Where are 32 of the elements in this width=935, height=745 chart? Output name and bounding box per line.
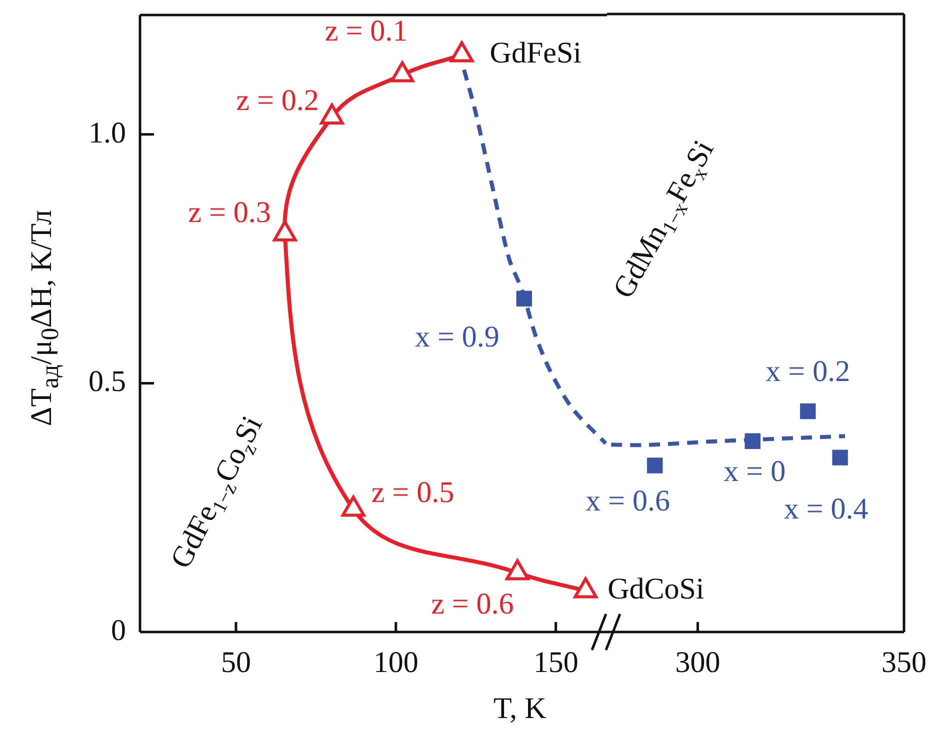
point xyxy=(341,496,366,517)
annotation: z = 0.2 xyxy=(236,84,319,117)
x-axis-title: T, K xyxy=(494,692,546,726)
point xyxy=(832,450,848,466)
x-tick-label: 50 xyxy=(220,646,251,679)
point xyxy=(574,577,598,598)
y-tick-label: 0 xyxy=(111,614,126,647)
point xyxy=(646,458,663,474)
annotation: GdFeSi xyxy=(490,36,582,70)
annotation: z = 0.5 xyxy=(371,476,454,509)
annotation: z = 0.1 xyxy=(324,14,408,48)
x-tick-label: 150 xyxy=(533,646,578,679)
annotation: x = 0 xyxy=(724,454,786,488)
annotation: x = 0.6 xyxy=(586,484,670,518)
text: GdFe1−zCozSi xyxy=(164,410,269,574)
annotation: z = 0.3 xyxy=(188,196,271,229)
point xyxy=(320,104,344,125)
annotation: z = 0.6 xyxy=(431,588,514,621)
x-tick-label: 300 xyxy=(675,646,720,679)
point xyxy=(506,559,530,580)
annotation: x = 0.2 xyxy=(766,355,850,388)
x-tick-label: 350 xyxy=(882,646,926,679)
point xyxy=(273,220,297,242)
y-tick-label: 1.0 xyxy=(88,116,126,150)
point xyxy=(390,61,414,82)
annotation: GdCoSi xyxy=(608,572,704,606)
point xyxy=(450,41,474,62)
y-tick-label: 0.5 xyxy=(88,365,126,398)
x-tick-label: 100 xyxy=(373,646,418,679)
annotation: x = 0.4 xyxy=(784,492,868,526)
point xyxy=(800,403,816,420)
annotation: x = 0.9 xyxy=(414,320,500,354)
